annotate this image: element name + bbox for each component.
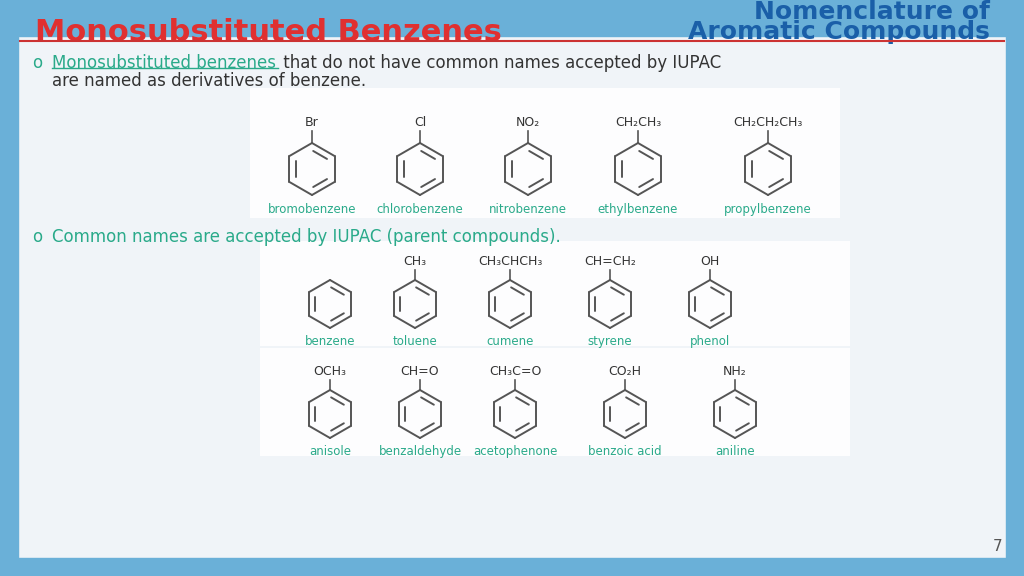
Text: benzaldehyde: benzaldehyde	[379, 445, 462, 458]
Text: Br: Br	[305, 116, 318, 129]
Text: that do not have common names accepted by IUPAC: that do not have common names accepted b…	[278, 54, 721, 72]
Text: styrene: styrene	[588, 335, 632, 348]
Text: are named as derivatives of benzene.: are named as derivatives of benzene.	[52, 72, 367, 90]
Text: CH₂CH₃: CH₂CH₃	[614, 116, 662, 129]
Text: bromobenzene: bromobenzene	[267, 203, 356, 216]
Text: o: o	[32, 54, 42, 72]
Bar	[0, 558, 1024, 576]
Text: 7: 7	[992, 539, 1002, 554]
Text: NO₂: NO₂	[516, 116, 540, 129]
Text: CH=CH₂: CH=CH₂	[584, 255, 636, 268]
Text: phenol: phenol	[690, 335, 730, 348]
Bar	[260, 241, 850, 346]
Text: o: o	[32, 228, 42, 246]
Text: Monosubstituted Benzenes: Monosubstituted Benzenes	[35, 18, 502, 47]
Text: CO₂H: CO₂H	[608, 365, 641, 378]
Bar	[0, 0, 18, 576]
Text: ethylbenzene: ethylbenzene	[598, 203, 678, 216]
Text: Cl: Cl	[414, 116, 426, 129]
Text: CH₂CH₂CH₃: CH₂CH₂CH₃	[733, 116, 803, 129]
Text: Common names are accepted by IUPAC (parent compounds).: Common names are accepted by IUPAC (pare…	[52, 228, 561, 246]
Text: CH₃CHCH₃: CH₃CHCH₃	[478, 255, 542, 268]
Text: propylbenzene: propylbenzene	[724, 203, 812, 216]
Text: benzene: benzene	[305, 335, 355, 348]
Bar	[250, 88, 840, 218]
Text: CH₃C=O: CH₃C=O	[488, 365, 542, 378]
Bar	[0, 0, 1024, 36]
Text: Monosubstituted benzenes: Monosubstituted benzenes	[52, 54, 276, 72]
Text: cumene: cumene	[486, 335, 534, 348]
Text: nitrobenzene: nitrobenzene	[489, 203, 567, 216]
Bar	[1006, 0, 1024, 576]
Text: benzoic acid: benzoic acid	[588, 445, 662, 458]
Text: aniline: aniline	[715, 445, 755, 458]
Text: CH=O: CH=O	[400, 365, 439, 378]
Text: chlorobenzene: chlorobenzene	[377, 203, 464, 216]
Text: OH: OH	[700, 255, 720, 268]
Text: Aromatic Compounds: Aromatic Compounds	[688, 20, 990, 44]
Text: OCH₃: OCH₃	[313, 365, 346, 378]
Text: NH₂: NH₂	[723, 365, 746, 378]
Text: Nomenclature of: Nomenclature of	[754, 0, 990, 24]
Text: anisole: anisole	[309, 445, 351, 458]
Text: toluene: toluene	[392, 335, 437, 348]
Text: CH₃: CH₃	[403, 255, 427, 268]
Text: acetophenone: acetophenone	[473, 445, 557, 458]
Bar	[260, 348, 850, 456]
